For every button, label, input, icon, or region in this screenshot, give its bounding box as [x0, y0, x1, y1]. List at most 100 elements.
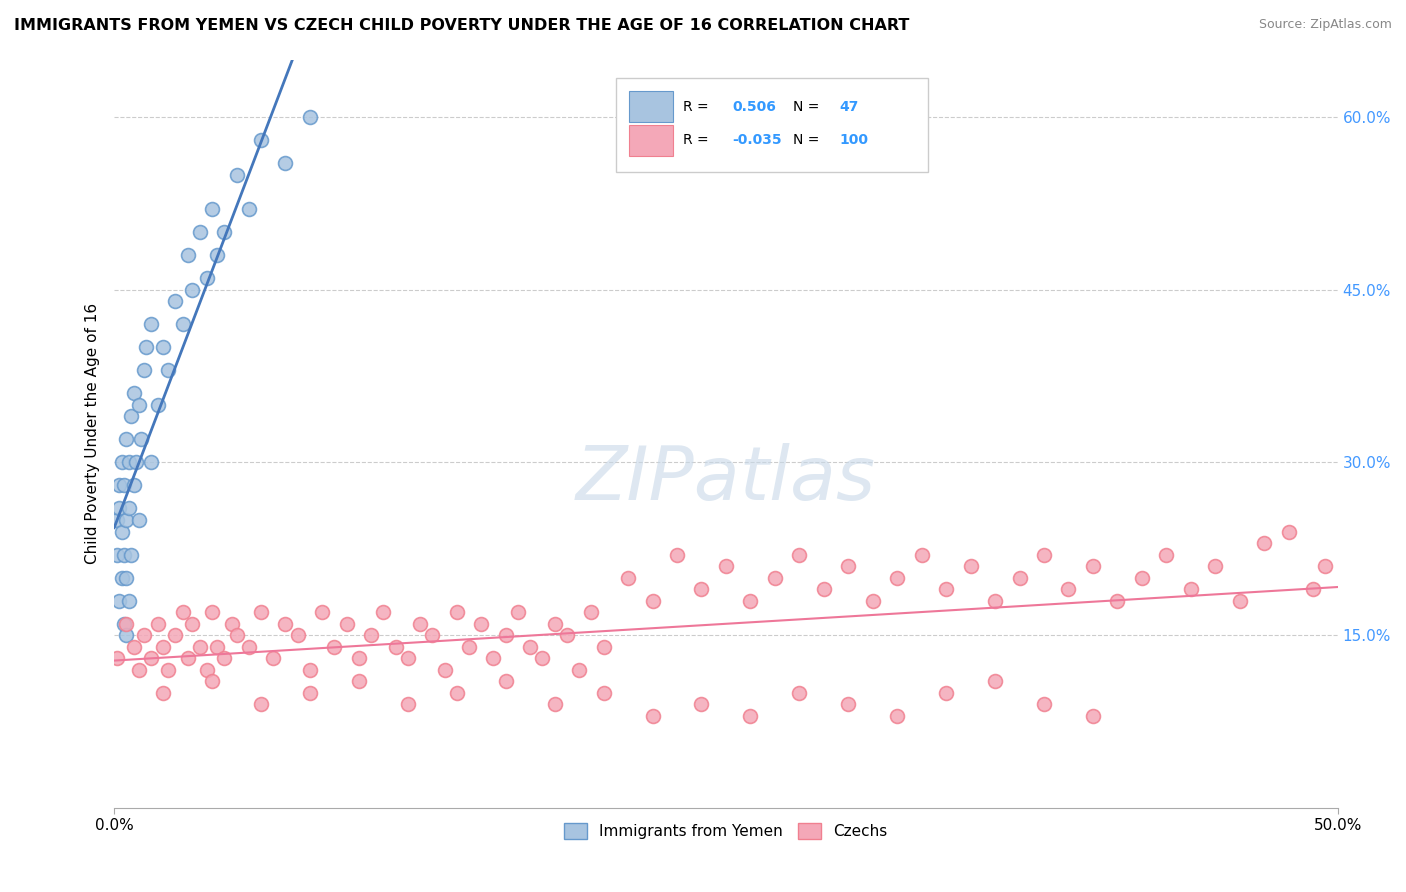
Point [298, 663, 321, 677]
Point [205, 248, 228, 262]
Point [1229, 593, 1251, 607]
Point [188, 225, 211, 239]
Point [176, 651, 198, 665]
Text: 0.506: 0.506 [733, 100, 776, 114]
Text: N =: N = [793, 134, 820, 147]
Point [714, 559, 737, 574]
Point [128, 513, 150, 527]
Point [420, 628, 443, 642]
Point [581, 605, 603, 619]
Point [1081, 559, 1104, 574]
Point [195, 663, 218, 677]
Point [1315, 559, 1337, 574]
Point [181, 283, 204, 297]
Point [195, 271, 218, 285]
Point [122, 478, 145, 492]
Point [110, 455, 132, 469]
Point [128, 663, 150, 677]
Point [373, 605, 395, 619]
Point [120, 409, 142, 424]
Point [1033, 548, 1056, 562]
Point [118, 593, 141, 607]
Point [886, 570, 908, 584]
Point [323, 640, 346, 654]
Point [862, 593, 884, 607]
Point [690, 582, 713, 596]
Point [336, 616, 359, 631]
Point [1057, 582, 1080, 596]
Point [1180, 582, 1202, 596]
Point [110, 524, 132, 539]
Point [837, 697, 859, 711]
Point [262, 651, 284, 665]
Point [531, 651, 554, 665]
Point [641, 708, 664, 723]
Point [813, 582, 835, 596]
Text: IMMIGRANTS FROM YEMEN VS CZECH CHILD POVERTY UNDER THE AGE OF 16 CORRELATION CHA: IMMIGRANTS FROM YEMEN VS CZECH CHILD POV… [14, 18, 910, 33]
Point [274, 616, 297, 631]
Point [495, 628, 517, 642]
Point [298, 686, 321, 700]
Point [1253, 536, 1275, 550]
Point [181, 616, 204, 631]
Point [482, 651, 505, 665]
Point [148, 398, 170, 412]
Point [506, 605, 529, 619]
Point [984, 674, 1007, 689]
Point [225, 168, 247, 182]
Point [555, 628, 578, 642]
Point [641, 593, 664, 607]
Point [112, 548, 135, 562]
Point [935, 686, 957, 700]
Text: R =: R = [683, 134, 709, 147]
Point [152, 686, 174, 700]
Point [105, 651, 128, 665]
Text: N =: N = [793, 100, 820, 114]
Point [935, 582, 957, 596]
Point [139, 651, 162, 665]
Point [886, 708, 908, 723]
Point [250, 697, 273, 711]
Point [446, 605, 468, 619]
Point [132, 628, 155, 642]
Point [311, 605, 333, 619]
Point [740, 593, 762, 607]
Point [409, 616, 432, 631]
Point [157, 663, 180, 677]
Point [118, 501, 141, 516]
Point [984, 593, 1007, 607]
Point [115, 616, 138, 631]
Point [347, 674, 370, 689]
Point [250, 605, 273, 619]
Point [108, 501, 131, 516]
Point [1278, 524, 1301, 539]
Point [112, 478, 135, 492]
Point [115, 433, 138, 447]
Point [122, 386, 145, 401]
Point [108, 593, 131, 607]
Point [214, 651, 236, 665]
Point [287, 628, 309, 642]
Point [1130, 570, 1153, 584]
Point [238, 202, 260, 217]
Text: 47: 47 [839, 100, 859, 114]
Point [118, 455, 141, 469]
Point [1081, 708, 1104, 723]
Point [690, 697, 713, 711]
Point [458, 640, 481, 654]
Point [152, 640, 174, 654]
Point [250, 133, 273, 147]
Point [201, 605, 224, 619]
Point [176, 248, 198, 262]
Point [519, 640, 541, 654]
Point [298, 110, 321, 124]
Point [238, 640, 260, 654]
Point [347, 651, 370, 665]
Point [110, 570, 132, 584]
Point [225, 628, 247, 642]
Point [911, 548, 934, 562]
Point [132, 363, 155, 377]
Point [105, 548, 128, 562]
Point [148, 616, 170, 631]
Point [201, 674, 224, 689]
